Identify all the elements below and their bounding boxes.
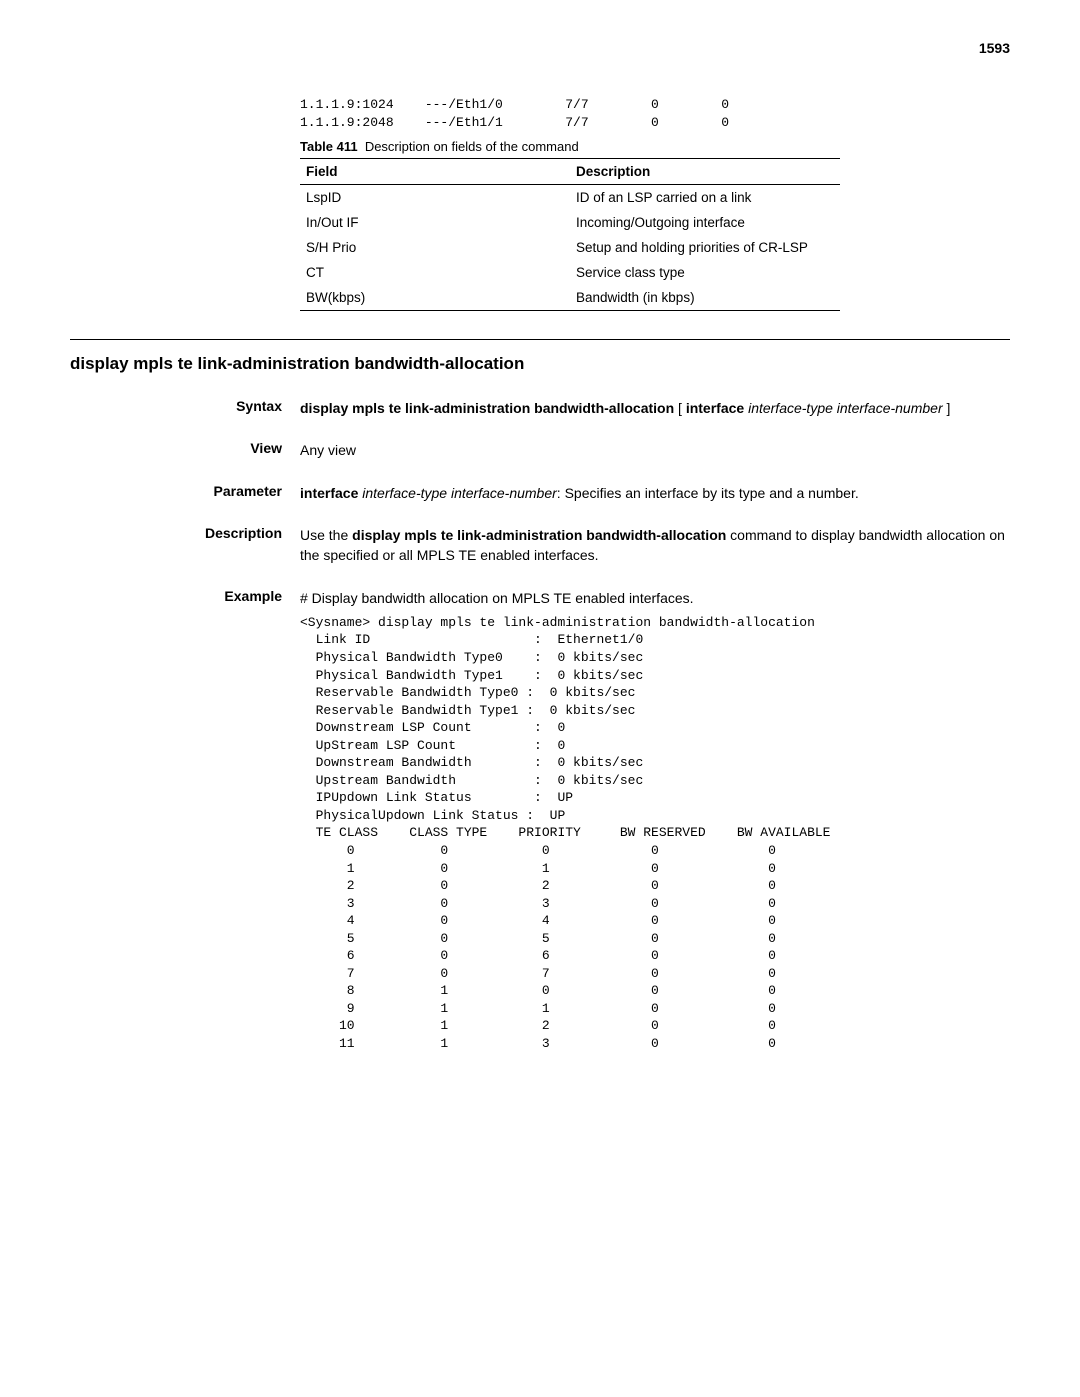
syntax-plain1: [ xyxy=(674,400,686,416)
description-row: Description Use the display mpls te link… xyxy=(70,525,1010,566)
param-rest: : Specifies an interface by its type and… xyxy=(557,485,859,501)
table-row: BW(kbps) Bandwidth (in kbps) xyxy=(300,285,840,311)
pre-table-output: 1.1.1.9:1024 ---/Eth1/0 7/7 0 0 1.1.1.9:… xyxy=(300,96,1010,131)
table-row: LspID ID of an LSP carried on a link xyxy=(300,185,840,211)
cell-desc: Bandwidth (in kbps) xyxy=(570,285,840,311)
pre-table-block: 1.1.1.9:1024 ---/Eth1/0 7/7 0 0 1.1.1.9:… xyxy=(300,96,1010,311)
parameter-row: Parameter interface interface-type inter… xyxy=(70,483,1010,503)
description-label: Description xyxy=(70,525,300,566)
syntax-label: Syntax xyxy=(70,398,300,418)
th-field: Field xyxy=(300,159,570,185)
syntax-plain2: ] xyxy=(943,400,951,416)
example-output-block: <Sysname> display mpls te link-administr… xyxy=(300,614,1010,1053)
cell-field: In/Out IF xyxy=(300,210,570,235)
example-label: Example xyxy=(70,588,300,608)
table-row: S/H Prio Setup and holding priorities of… xyxy=(300,235,840,260)
parameter-label: Parameter xyxy=(70,483,300,503)
section-divider xyxy=(70,339,1010,340)
parameter-body: interface interface-type interface-numbe… xyxy=(300,483,1010,503)
cell-field: CT xyxy=(300,260,570,285)
view-body: Any view xyxy=(300,440,1010,460)
example-row: Example # Display bandwidth allocation o… xyxy=(70,588,1010,608)
view-row: View Any view xyxy=(70,440,1010,460)
syntax-interface-kw: interface xyxy=(686,400,744,416)
cell-desc: Incoming/Outgoing interface xyxy=(570,210,840,235)
cell-desc: Service class type xyxy=(570,260,840,285)
param-ital: interface-type interface-number xyxy=(358,485,556,501)
table-row: In/Out IF Incoming/Outgoing interface xyxy=(300,210,840,235)
syntax-interface-arg: interface-type interface-number xyxy=(744,400,942,416)
cell-field: BW(kbps) xyxy=(300,285,570,311)
section-title: display mpls te link-administration band… xyxy=(70,354,1010,374)
cell-field: S/H Prio xyxy=(300,235,570,260)
param-bold: interface xyxy=(300,485,358,501)
table-number: Table 411 xyxy=(300,139,358,154)
description-body: Use the display mpls te link-administrat… xyxy=(300,525,1010,566)
desc-pre: Use the xyxy=(300,527,352,543)
syntax-body: display mpls te link-administration band… xyxy=(300,398,1010,418)
desc-bold: display mpls te link-administration band… xyxy=(352,527,726,543)
field-description-table: Field Description LspID ID of an LSP car… xyxy=(300,158,840,311)
cell-desc: ID of an LSP carried on a link xyxy=(570,185,840,211)
table-caption-text: Description on fields of the command xyxy=(365,139,579,154)
cell-desc: Setup and holding priorities of CR-LSP xyxy=(570,235,840,260)
table-row: CT Service class type xyxy=(300,260,840,285)
cell-field: LspID xyxy=(300,185,570,211)
th-desc: Description xyxy=(570,159,840,185)
syntax-row: Syntax display mpls te link-administrati… xyxy=(70,398,1010,418)
example-output: <Sysname> display mpls te link-administr… xyxy=(300,614,1010,1053)
page-number: 1593 xyxy=(70,40,1010,56)
table-caption: Table 411 Description on fields of the c… xyxy=(300,139,1010,154)
syntax-cmd: display mpls te link-administration band… xyxy=(300,400,674,416)
example-intro: # Display bandwidth allocation on MPLS T… xyxy=(300,588,1010,608)
view-label: View xyxy=(70,440,300,460)
